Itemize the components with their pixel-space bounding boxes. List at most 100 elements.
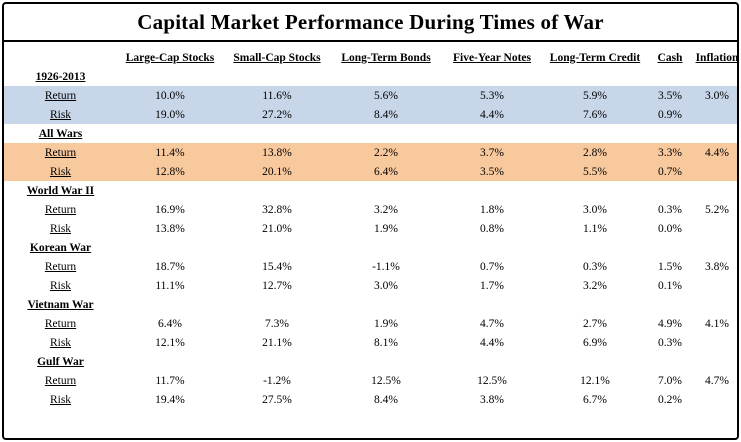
value-cell: 0.0% xyxy=(658,222,682,235)
performance-table: Large-Cap Stocks Small-Cap Stocks Long-Ter… xyxy=(4,48,739,409)
empty-cell xyxy=(223,238,331,257)
column-header-7: Inflation xyxy=(693,48,739,67)
row-label: Risk xyxy=(49,108,72,121)
value-cell xyxy=(693,333,737,352)
row-label: Return xyxy=(44,146,77,159)
value-cell: 12.1% xyxy=(580,374,610,387)
value-cell: 11.7% xyxy=(155,374,185,387)
data-row: Return 11.4% 13.8% 2.2% 3.7% 2.8% 3.3% 4.4% xyxy=(4,143,737,162)
empty-cell xyxy=(647,181,693,200)
value-cell: 6.4% xyxy=(374,165,398,178)
value-cell: 11.4% xyxy=(155,146,185,159)
empty-cell xyxy=(117,352,223,371)
value-cell: 4.4% xyxy=(480,336,504,349)
group-name: All Wars xyxy=(38,127,83,140)
data-row: Return 10.0% 11.6% 5.6% 5.3% 5.9% 3.5% 3.0% xyxy=(4,86,737,105)
value-cell: 12.8% xyxy=(155,165,185,178)
value-cell: 6.4% xyxy=(158,317,182,330)
empty-cell xyxy=(117,238,223,257)
title-bar: Capital Market Performance During Times … xyxy=(4,4,737,42)
value-cell: 21.0% xyxy=(262,222,292,235)
table-body: 1926-2013 Return 10.0% 11.6% 5.6% 5.3% 5.9% 3.5… xyxy=(4,67,737,409)
value-cell: 8.4% xyxy=(374,108,398,121)
empty-cell xyxy=(693,124,737,143)
group-name: World War II xyxy=(26,184,95,197)
group-header-row: Vietnam War xyxy=(4,295,737,314)
empty-cell xyxy=(441,67,543,86)
value-cell: 7.0% xyxy=(658,374,682,387)
empty-cell xyxy=(441,352,543,371)
value-cell: 3.5% xyxy=(658,89,682,102)
empty-cell xyxy=(693,238,737,257)
value-cell: 16.9% xyxy=(155,203,185,216)
column-header-label: Large-Cap Stocks xyxy=(125,51,215,64)
group-name: 1926-2013 xyxy=(35,70,86,83)
value-cell: -1.2% xyxy=(263,374,291,387)
value-cell: 0.3% xyxy=(583,260,607,273)
value-cell: 1.9% xyxy=(374,222,398,235)
row-label: Risk xyxy=(49,279,72,292)
empty-cell xyxy=(693,181,737,200)
empty-cell xyxy=(647,295,693,314)
value-cell: 12.7% xyxy=(262,279,292,292)
value-cell: 0.9% xyxy=(658,108,682,121)
value-cell: 0.1% xyxy=(658,279,682,292)
header-row: Large-Cap Stocks Small-Cap Stocks Long-Ter… xyxy=(4,48,739,67)
value-cell: 1.7% xyxy=(480,279,504,292)
value-cell: 13.8% xyxy=(262,146,292,159)
empty-cell xyxy=(223,352,331,371)
value-cell: 7.6% xyxy=(583,108,607,121)
row-label: Risk xyxy=(49,165,72,178)
group-name: Korean War xyxy=(29,241,92,254)
empty-cell xyxy=(223,124,331,143)
group-header-row: All Wars xyxy=(4,124,737,143)
column-header-3: Long-Term Bonds xyxy=(331,48,441,67)
empty-cell xyxy=(331,67,441,86)
value-cell: 15.4% xyxy=(262,260,292,273)
empty-cell xyxy=(441,181,543,200)
value-cell: 7.3% xyxy=(265,317,289,330)
group-name: Gulf War xyxy=(37,355,84,368)
row-label: Risk xyxy=(49,222,72,235)
corner-cell xyxy=(4,48,117,67)
value-cell: 12.5% xyxy=(477,374,507,387)
value-cell: 0.2% xyxy=(658,393,682,406)
empty-cell xyxy=(543,181,647,200)
value-cell: 21.1% xyxy=(262,336,292,349)
data-row: Return 18.7% 15.4% -1.1% 0.7% 0.3% 1.5% 3.8% xyxy=(4,257,737,276)
empty-cell xyxy=(223,181,331,200)
value-cell: 5.9% xyxy=(583,89,607,102)
value-cell: 27.5% xyxy=(262,393,292,406)
value-cell: 3.8% xyxy=(480,393,504,406)
column-header-label: Inflation xyxy=(695,51,739,64)
value-cell: 4.7% xyxy=(480,317,504,330)
value-cell xyxy=(693,276,737,295)
value-cell: 4.4% xyxy=(705,146,729,159)
empty-cell xyxy=(117,67,223,86)
row-label: Return xyxy=(44,317,77,330)
group-header-row: 1926-2013 xyxy=(4,67,737,86)
column-header-label: Cash xyxy=(657,51,683,64)
table-header: Large-Cap Stocks Small-Cap Stocks Long-Ter… xyxy=(4,48,739,67)
value-cell: 1.8% xyxy=(480,203,504,216)
data-row: Return 6.4% 7.3% 1.9% 4.7% 2.7% 4.9% 4.1% xyxy=(4,314,737,333)
value-cell: 5.3% xyxy=(480,89,504,102)
row-label: Return xyxy=(44,260,77,273)
value-cell xyxy=(693,390,737,409)
column-header-label: Five-Year Notes xyxy=(452,51,532,64)
value-cell: 3.5% xyxy=(480,165,504,178)
value-cell: 1.1% xyxy=(583,222,607,235)
value-cell: 32.8% xyxy=(262,203,292,216)
empty-cell xyxy=(331,295,441,314)
value-cell: 2.2% xyxy=(374,146,398,159)
value-cell: 3.3% xyxy=(658,146,682,159)
value-cell: 19.0% xyxy=(155,108,185,121)
empty-cell xyxy=(647,124,693,143)
data-row: Risk 19.0% 27.2% 8.4% 4.4% 7.6% 0.9% xyxy=(4,105,737,124)
value-cell: 8.1% xyxy=(374,336,398,349)
empty-cell xyxy=(331,238,441,257)
data-row: Risk 12.8% 20.1% 6.4% 3.5% 5.5% 0.7% xyxy=(4,162,737,181)
value-cell: 4.4% xyxy=(480,108,504,121)
column-header-6: Cash xyxy=(647,48,693,67)
empty-cell xyxy=(223,67,331,86)
